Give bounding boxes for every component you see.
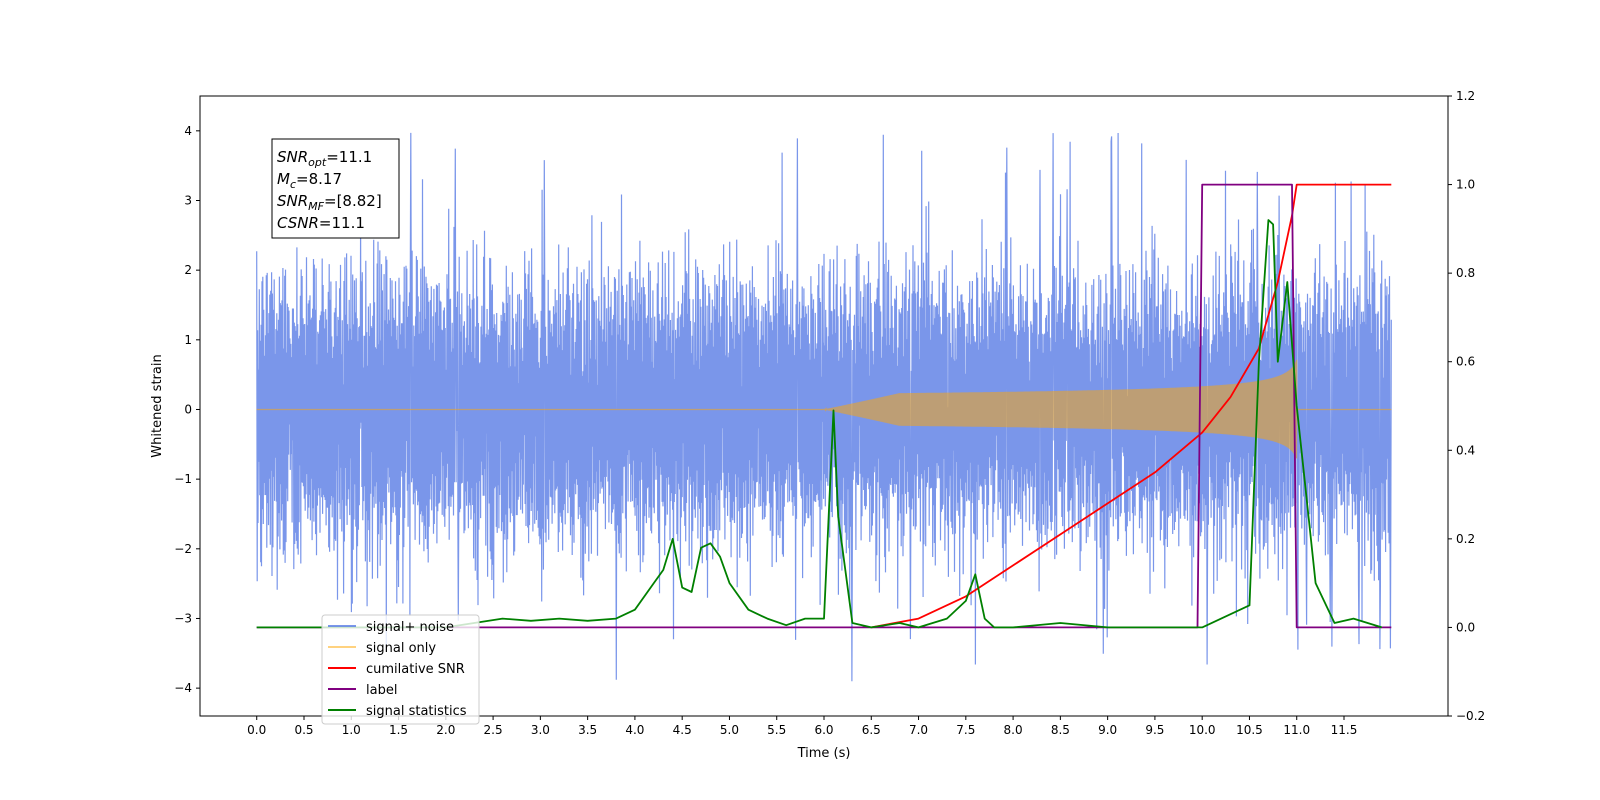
x-tick-label-23: 11.5 xyxy=(1331,723,1358,737)
x-tick-label-7: 3.5 xyxy=(578,723,597,737)
x-tick-label-15: 7.5 xyxy=(956,723,975,737)
y-left-tick-label-0: 4 xyxy=(184,124,192,138)
x-tick-label-11: 5.5 xyxy=(767,723,786,737)
x-tick-label-22: 11.0 xyxy=(1283,723,1310,737)
x-tick-label-0: 0.0 xyxy=(247,723,266,737)
series-signal-noise xyxy=(256,132,1392,682)
y-left-tick-label-8: −4 xyxy=(174,681,192,695)
y-right-tick-label-2: 0.8 xyxy=(1456,266,1475,280)
x-tick-label-2: 1.0 xyxy=(342,723,361,737)
series-signal-only xyxy=(256,359,1392,459)
legend-entry-cumulative-snr: cumilative SNR xyxy=(328,662,465,677)
y-axis-label: Whitened strain xyxy=(150,354,165,457)
y-left-tick-label-6: −2 xyxy=(174,542,192,556)
y-axis-right: 1.2 1.0 0.8 0.6 0.4 0.2 0.0 −0.2 xyxy=(1448,89,1485,723)
y-right-tick-label-4: 0.4 xyxy=(1456,443,1475,457)
x-axis-label: Time (s) xyxy=(797,746,851,761)
y-left-tick-label-3: 1 xyxy=(184,333,192,347)
legend-entry-label: label xyxy=(328,683,397,698)
series-cumilative-snr xyxy=(871,183,1392,629)
legend-label-label: label xyxy=(366,683,397,698)
x-tick-label-21: 10.5 xyxy=(1236,723,1263,737)
y-right-tick-label-0: 1.2 xyxy=(1456,89,1475,103)
x-tick-label-8: 4.0 xyxy=(625,723,644,737)
legend-label-signal-statistics: signal statistics xyxy=(366,704,467,719)
x-tick-label-16: 8.0 xyxy=(1004,723,1023,737)
annotation-box: SNRopt=11.1 Mc=8.17 SNRMF=[8.82] CSNR=11… xyxy=(271,138,400,239)
series-signal-statistics xyxy=(256,219,1383,629)
x-tick-label-13: 6.5 xyxy=(862,723,881,737)
y-axis-left: 4 3 2 1 0 −1 −2 −3 −4 xyxy=(174,124,200,695)
legend: signal+ noise signal only cumilative SNR… xyxy=(321,614,480,725)
x-tick-label-9: 4.5 xyxy=(673,723,692,737)
x-axis: 0.0 0.5 1.0 1.5 2.0 2.5 3.0 3.5 4.0 4.5 5.0 5.5 6.0 6… xyxy=(247,716,1357,737)
series-label xyxy=(256,183,1392,629)
x-tick-label-10: 5.0 xyxy=(720,723,739,737)
legend-entry-signal-statistics: signal statistics xyxy=(328,704,467,719)
y-right-tick-label-6: 0.0 xyxy=(1456,620,1475,634)
y-right-tick-label-7: −0.2 xyxy=(1456,709,1485,723)
x-tick-label-17: 8.5 xyxy=(1051,723,1070,737)
y-left-tick-label-4: 0 xyxy=(184,402,192,416)
x-tick-label-14: 7.0 xyxy=(909,723,928,737)
x-tick-label-5: 2.5 xyxy=(484,723,503,737)
legend-label-cumulative-snr: cumilative SNR xyxy=(366,662,465,677)
y-left-tick-label-2: 2 xyxy=(184,263,192,277)
x-tick-label-6: 3.0 xyxy=(531,723,550,737)
legend-frame xyxy=(321,614,480,725)
x-tick-label-4: 2.0 xyxy=(436,723,455,737)
annotation-frame xyxy=(271,138,400,239)
y-left-tick-label-1: 3 xyxy=(184,193,192,207)
x-tick-label-19: 9.5 xyxy=(1145,723,1164,737)
x-tick-label-18: 9.0 xyxy=(1098,723,1117,737)
x-tick-label-12: 6.0 xyxy=(814,723,833,737)
series-layer xyxy=(256,132,1392,682)
annotation-mc: Mc=8.17 xyxy=(277,170,342,191)
y-right-tick-label-1: 1.0 xyxy=(1456,178,1475,192)
y-left-tick-label-7: −3 xyxy=(174,611,192,625)
annotation-snr-mf: SNRMF=[8.82] xyxy=(277,192,382,213)
y-right-tick-label-5: 0.2 xyxy=(1456,532,1475,546)
legend-label-signal-only: signal only xyxy=(366,641,436,656)
x-tick-label-20: 10.0 xyxy=(1189,723,1216,737)
legend-entry-signal-only: signal only xyxy=(328,641,436,656)
legend-label-signal-noise: signal+ noise xyxy=(366,620,454,635)
x-tick-label-1: 0.5 xyxy=(294,723,313,737)
annotation-csnr: CSNR=11.1 xyxy=(277,214,365,232)
x-tick-label-3: 1.5 xyxy=(389,723,408,737)
annotation-snr-opt: SNRopt=11.1 xyxy=(277,148,372,169)
y-left-tick-label-5: −1 xyxy=(174,472,192,486)
legend-entry-signal-noise: signal+ noise xyxy=(328,620,454,635)
y-right-tick-label-3: 0.6 xyxy=(1456,355,1475,369)
